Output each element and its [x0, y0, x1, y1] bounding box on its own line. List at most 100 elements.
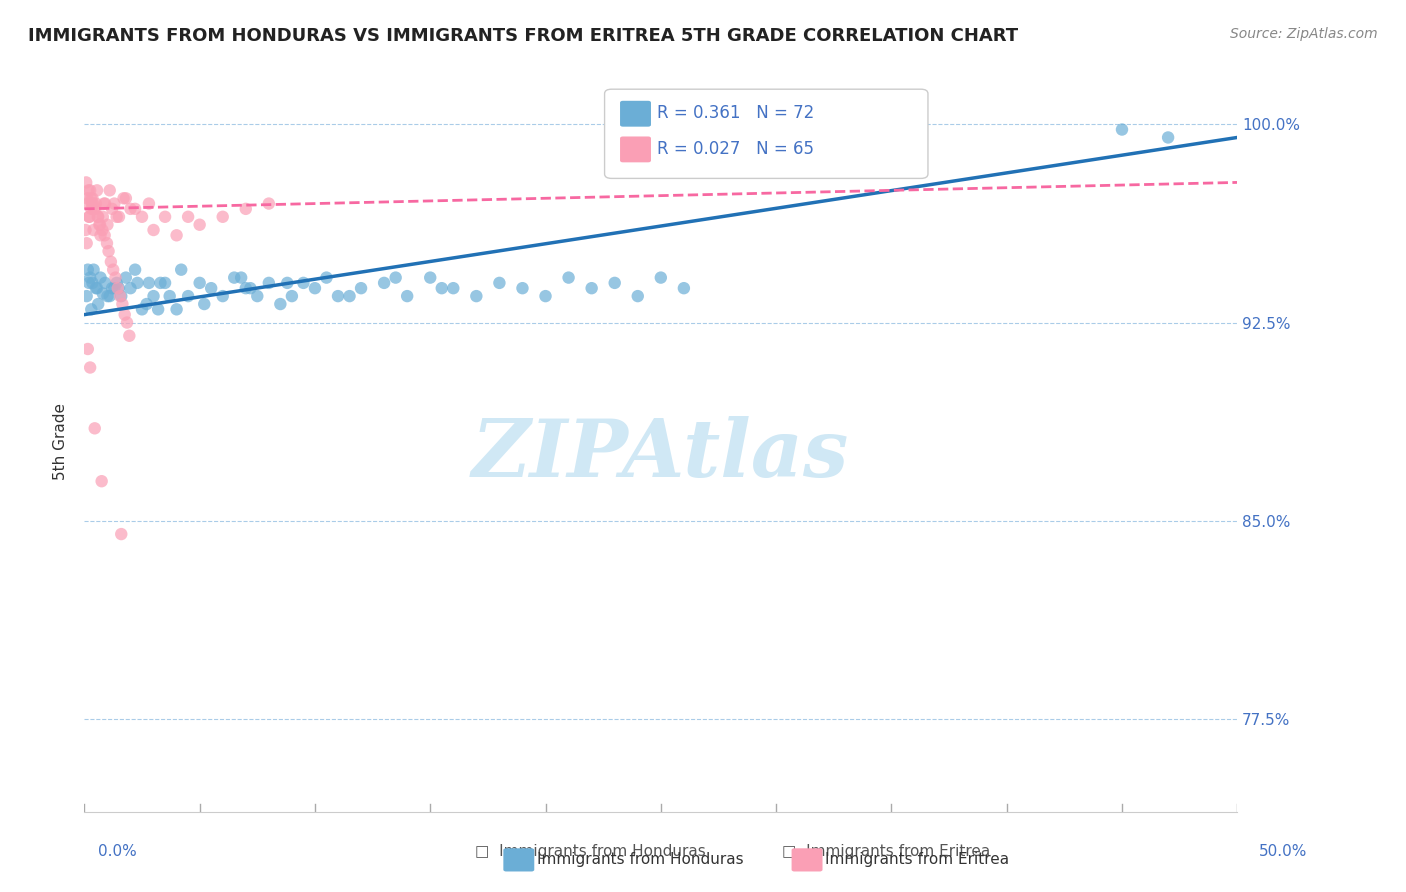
Honduras: [1157, 130, 1180, 145]
Eritrea: [80, 202, 103, 216]
Eritrea: [103, 262, 124, 277]
Eritrea: [87, 210, 110, 224]
Honduras: [488, 276, 510, 290]
Honduras: [534, 289, 557, 303]
Honduras: [76, 262, 98, 277]
Honduras: [103, 281, 125, 295]
Honduras: [246, 289, 269, 303]
Eritrea: [89, 218, 111, 232]
Honduras: [138, 276, 160, 290]
Honduras: [149, 276, 172, 290]
Text: ZIPAtlas: ZIPAtlas: [472, 416, 849, 493]
Text: R = 0.027   N = 65: R = 0.027 N = 65: [657, 140, 814, 158]
Eritrea: [177, 210, 200, 224]
Honduras: [315, 270, 337, 285]
Eritrea: [103, 196, 125, 211]
Eritrea: [84, 196, 107, 211]
Text: 0.0%: 0.0%: [98, 845, 138, 859]
Eritrea: [111, 297, 134, 311]
Honduras: [96, 289, 118, 303]
Text: Immigrants from Eritrea: Immigrants from Eritrea: [825, 853, 1010, 867]
Eritrea: [108, 289, 131, 303]
Honduras: [131, 302, 153, 317]
Eritrea: [82, 196, 104, 211]
Eritrea: [93, 196, 115, 211]
Eritrea: [79, 360, 101, 375]
Honduras: [269, 297, 291, 311]
Honduras: [326, 289, 349, 303]
Eritrea: [211, 210, 233, 224]
Honduras: [292, 276, 315, 290]
Honduras: [441, 281, 464, 295]
Eritrea: [98, 183, 121, 197]
Eritrea: [83, 421, 105, 435]
Eritrea: [166, 228, 188, 243]
Eritrea: [96, 218, 118, 232]
Eritrea: [93, 228, 115, 243]
Eritrea: [138, 196, 160, 211]
Eritrea: [89, 228, 111, 243]
Eritrea: [131, 210, 153, 224]
Honduras: [281, 289, 304, 303]
Honduras: [373, 276, 395, 290]
Eritrea: [75, 223, 97, 237]
Text: R = 0.361   N = 72: R = 0.361 N = 72: [657, 104, 814, 122]
Eritrea: [114, 308, 136, 322]
Honduras: [79, 270, 101, 285]
Eritrea: [91, 223, 114, 237]
Honduras: [80, 302, 103, 317]
Honduras: [211, 289, 233, 303]
Honduras: [627, 289, 650, 303]
Eritrea: [235, 202, 257, 216]
Honduras: [101, 281, 124, 295]
Eritrea: [80, 196, 103, 211]
Honduras: [239, 281, 262, 295]
Honduras: [276, 276, 298, 290]
Eritrea: [76, 342, 98, 356]
Honduras: [76, 289, 98, 303]
Eritrea: [83, 223, 105, 237]
Eritrea: [77, 183, 100, 197]
Honduras: [188, 276, 211, 290]
Eritrea: [112, 191, 135, 205]
Eritrea: [83, 202, 105, 216]
Eritrea: [84, 202, 107, 216]
Eritrea: [87, 210, 110, 224]
Honduras: [193, 297, 215, 311]
Honduras: [672, 281, 695, 295]
Honduras: [650, 270, 672, 285]
Eritrea: [76, 191, 98, 205]
Y-axis label: 5th Grade: 5th Grade: [53, 403, 69, 480]
Honduras: [350, 281, 373, 295]
Text: Immigrants from Honduras: Immigrants from Honduras: [537, 853, 744, 867]
Honduras: [235, 281, 257, 295]
Honduras: [465, 289, 488, 303]
Honduras: [396, 289, 419, 303]
Honduras: [257, 276, 280, 290]
Honduras: [231, 270, 253, 285]
Honduras: [110, 289, 132, 303]
Eritrea: [76, 236, 98, 251]
Honduras: [603, 276, 626, 290]
Honduras: [159, 289, 181, 303]
Eritrea: [79, 210, 101, 224]
Eritrea: [108, 210, 131, 224]
Honduras: [127, 276, 149, 290]
Honduras: [177, 289, 200, 303]
Honduras: [224, 270, 246, 285]
Eritrea: [76, 196, 98, 211]
Text: 50.0%: 50.0%: [1260, 845, 1308, 859]
Honduras: [77, 276, 100, 290]
Text: □  Immigrants from Honduras: □ Immigrants from Honduras: [475, 845, 706, 859]
Honduras: [153, 276, 176, 290]
Eritrea: [142, 223, 165, 237]
Eritrea: [124, 202, 146, 216]
Honduras: [146, 302, 169, 317]
Honduras: [1111, 122, 1133, 136]
Honduras: [84, 281, 107, 295]
Eritrea: [75, 176, 97, 190]
Eritrea: [97, 244, 120, 259]
Honduras: [82, 276, 104, 290]
Eritrea: [86, 183, 108, 197]
Text: Source: ZipAtlas.com: Source: ZipAtlas.com: [1230, 27, 1378, 41]
